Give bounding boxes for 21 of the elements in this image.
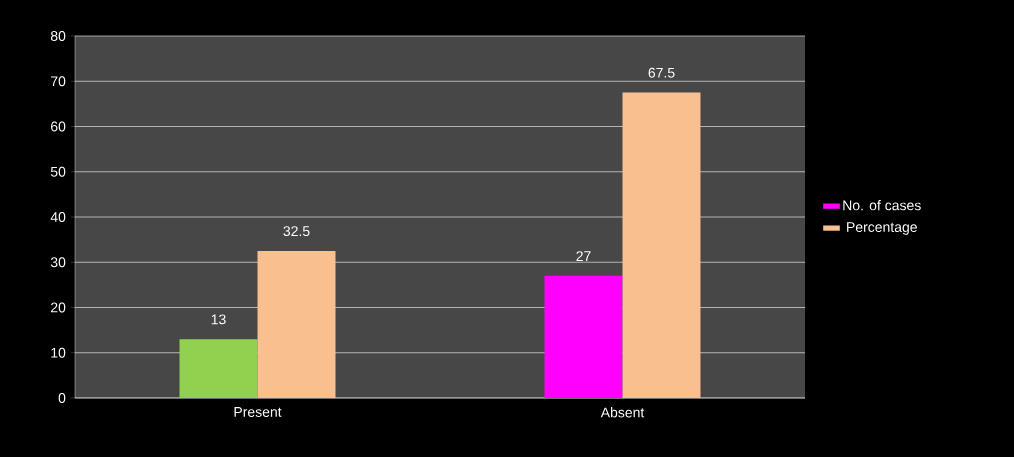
- y-tick-label: 20: [51, 302, 66, 313]
- y-tick-label: 70: [51, 76, 66, 87]
- data-label: 32.5: [283, 226, 310, 237]
- legend-label: Percentage: [847, 222, 917, 235]
- x-tick-label: Absent: [600, 407, 645, 418]
- y-tick-label: 30: [50, 257, 66, 268]
- data-label: 13: [211, 314, 226, 325]
- bar: [257, 250, 336, 398]
- bar: [622, 92, 701, 398]
- data-label: 27: [576, 251, 591, 261]
- y-tick-label: 80: [50, 31, 66, 41]
- legend-label: No. of cases: [843, 200, 921, 211]
- y-tick-label: 40: [50, 212, 66, 222]
- y-tick-label: 0: [58, 393, 66, 403]
- bar: [179, 339, 258, 398]
- data-label: 67.5: [648, 67, 675, 78]
- y-tick-label: 10: [51, 347, 66, 358]
- x-tick-label: Present: [234, 407, 282, 417]
- bar: [544, 275, 623, 398]
- y-tick-label: 60: [51, 121, 66, 132]
- y-tick-label: 50: [50, 166, 66, 177]
